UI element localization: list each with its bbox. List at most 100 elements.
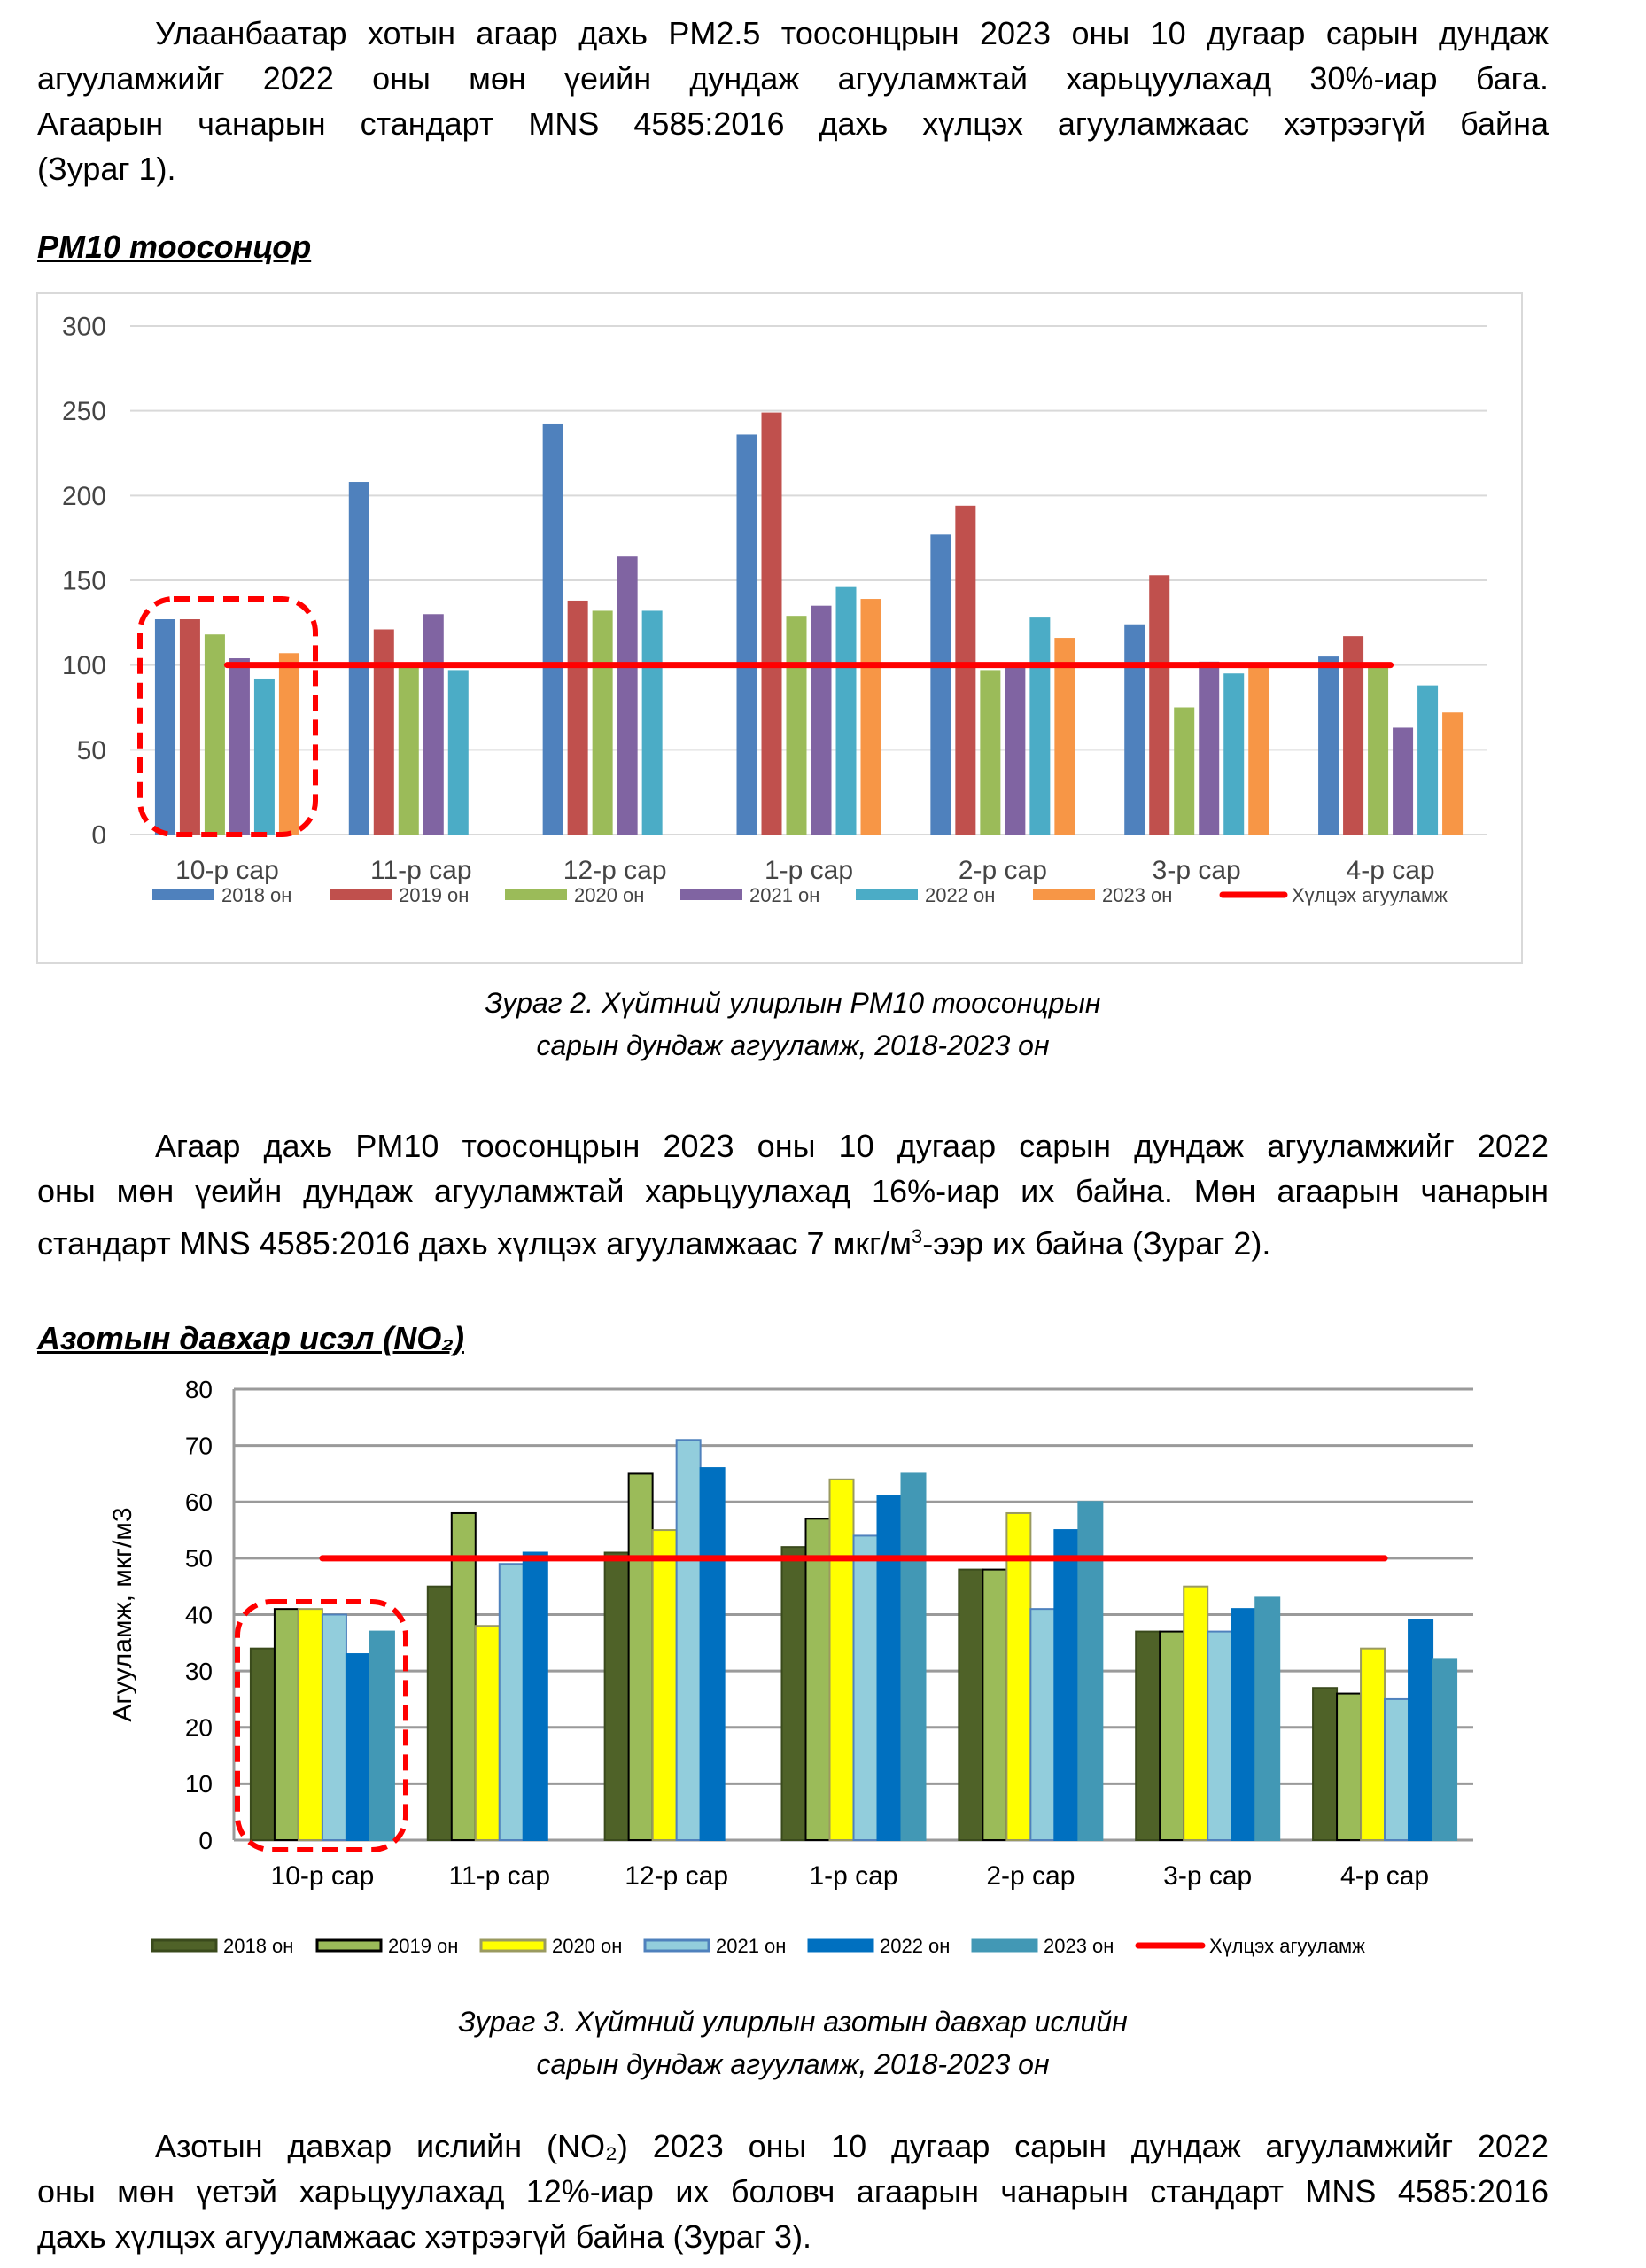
y-tick-label: 0 [91, 821, 106, 850]
bar-2018-он-5 [1135, 1630, 1161, 1842]
bar-2018-он-1 [348, 482, 369, 835]
bar-2019-он-6 [1343, 636, 1364, 835]
bar-2020-он-6 [1368, 664, 1389, 835]
bar-2018-он-1 [426, 1585, 453, 1841]
bar-2018-он-2 [603, 1551, 630, 1841]
bar-2019-он-6 [1336, 1692, 1363, 1841]
caption-line: сарын дундаж агууламж, 2018-2023 он [536, 2048, 1050, 2080]
bar-2021-он-6 [1384, 1697, 1410, 1841]
bar-2022-он-0 [345, 1653, 371, 1841]
bar-2018-он-4 [958, 1568, 984, 1841]
bar-2021-он-1 [498, 1563, 524, 1842]
caption-line: сарын дундаж агууламж, 2018-2023 он [536, 1029, 1050, 1061]
legend-label: Хүлцэх агууламж [1292, 884, 1448, 906]
figure-caption-2: Зураг 2. Хүйтний улирлын PM10 тоосонцрын… [0, 982, 1586, 1067]
bar-2018-он-5 [1124, 624, 1145, 835]
paragraph-line: Азотын давхар ислийн (NO₂) 2023 оны 10 д… [155, 2128, 1549, 2164]
x-category-label: 4-р сар [1347, 856, 1435, 885]
legend-label: 2018 он [223, 1935, 293, 1957]
legend-swatch [680, 889, 742, 900]
bar-2020-он-5 [1183, 1585, 1209, 1841]
legend-label: 2023 он [1044, 1935, 1114, 1957]
bar-2018-он-3 [736, 434, 757, 835]
caption-line: Зураг 2. Хүйтний улирлын PM10 тоосонцрын [485, 987, 1101, 1019]
bar-2023-он-3 [860, 599, 881, 835]
x-category-label: 11-р сар [449, 1861, 551, 1891]
bar-2022-он-6 [1417, 685, 1439, 835]
x-category-label: 10-р сар [175, 856, 279, 885]
highlight-box [235, 1599, 408, 1852]
bar-2021-он-5 [1199, 661, 1220, 835]
x-category-label: 12-р сар [625, 1861, 728, 1891]
bar-2023-он-5 [1248, 664, 1269, 835]
legend-label: 2022 он [880, 1935, 950, 1957]
bar-2022-он-4 [1053, 1529, 1080, 1841]
legend-label: 2018 он [221, 884, 291, 906]
y-tick-label: 80 [185, 1376, 213, 1403]
bar-2022-он-2 [699, 1467, 726, 1841]
legend-label: 2019 он [399, 884, 469, 906]
bar-2020-он-4 [980, 670, 1001, 835]
paragraph-line: агууламжийг 2022 оны мөн үеийн дундаж аг… [37, 60, 1549, 97]
x-category-label: 3-р сар [1163, 1861, 1252, 1891]
bar-2019-он-4 [982, 1568, 1008, 1841]
legend-label: 2020 он [574, 884, 644, 906]
bar-2023-он-0 [369, 1630, 395, 1842]
bar-2022-он-3 [835, 586, 857, 835]
bar-2023-он-0 [278, 653, 299, 835]
bar-2020-он-3 [786, 616, 807, 835]
x-category-label: 10-р сар [271, 1861, 375, 1891]
bar-2018-он-6 [1312, 1687, 1339, 1842]
legend-swatch [330, 889, 392, 900]
bar-2019-он-2 [567, 600, 588, 835]
section-heading-no2: Азотын давхар исэл (NO₂) [37, 1320, 464, 1356]
bar-2020-он-5 [1174, 707, 1195, 835]
bar-2019-он-1 [450, 1511, 477, 1841]
bar-2022-он-1 [447, 670, 469, 835]
text-run: стандарт MNS 4585:2016 дахь хүлцэх агуул… [37, 1225, 912, 1262]
bar-2020-он-2 [651, 1529, 678, 1841]
bar-2019-он-3 [804, 1518, 831, 1842]
legend-label: 2021 он [749, 884, 819, 906]
legend-swatch [1033, 889, 1095, 900]
y-tick-label: 10 [185, 1770, 213, 1798]
bar-2021-он-1 [423, 614, 444, 835]
paragraph-line: (Зураг 1). [37, 151, 176, 187]
pm10-bar-chart: 0 50 100 150 200 250 300 10-р сар 11-р сар 12-р с… [36, 292, 1523, 964]
x-category-label: 12-р сар [563, 856, 667, 885]
paragraph-line: оны мөн үеийн дундаж агууламжтай харьцуу… [37, 1173, 1549, 1209]
bar-2020-он-1 [398, 664, 419, 835]
x-category-label: 11-р сар [370, 856, 472, 885]
y-tick-label: 20 [185, 1714, 213, 1742]
bar-2022-он-0 [253, 678, 275, 835]
legend-swatch [807, 1938, 874, 1953]
y-tick-label: 60 [185, 1488, 213, 1516]
x-category-label: 3-р сар [1153, 856, 1241, 885]
y-tick-label: 50 [77, 736, 106, 765]
x-category-label: 2-р сар [959, 856, 1047, 885]
bar-2021-он-4 [1029, 1608, 1056, 1841]
bar-2021-он-0 [229, 658, 250, 835]
y-tick-label: 30 [185, 1658, 213, 1685]
bar-2023-он-6 [1432, 1658, 1458, 1842]
y-tick-label: 200 [62, 482, 106, 511]
bar-2019-он-5 [1159, 1630, 1185, 1842]
bar-2021-он-6 [1393, 727, 1414, 835]
legend-swatch [152, 889, 214, 900]
bar-2022-он-6 [1408, 1619, 1434, 1842]
paragraph-line: дахь хүлцэх агууламжаас хэтрээгүй байна … [37, 2218, 812, 2255]
y-tick-label: 250 [62, 397, 106, 426]
text-run: -ээр их байна (Зураг 2). [922, 1225, 1271, 1262]
bar-2023-он-5 [1254, 1596, 1281, 1841]
bar-2019-он-5 [1149, 575, 1170, 835]
paragraph-pm10: Агаар дахь PM10 тоосонцрын 2023 оны 10 д… [37, 1123, 1549, 1266]
legend-swatch [643, 1938, 710, 1953]
bar-2018-он-2 [542, 423, 563, 835]
bar-2021-он-5 [1207, 1630, 1233, 1842]
paragraph-line: Агаар дахь PM10 тоосонцрын 2023 оны 10 д… [155, 1128, 1549, 1164]
bar-2022-он-5 [1231, 1608, 1257, 1841]
y-tick-label: 0 [198, 1827, 213, 1854]
bar-2019-он-2 [627, 1472, 654, 1841]
bar-2018-он-4 [930, 534, 951, 835]
